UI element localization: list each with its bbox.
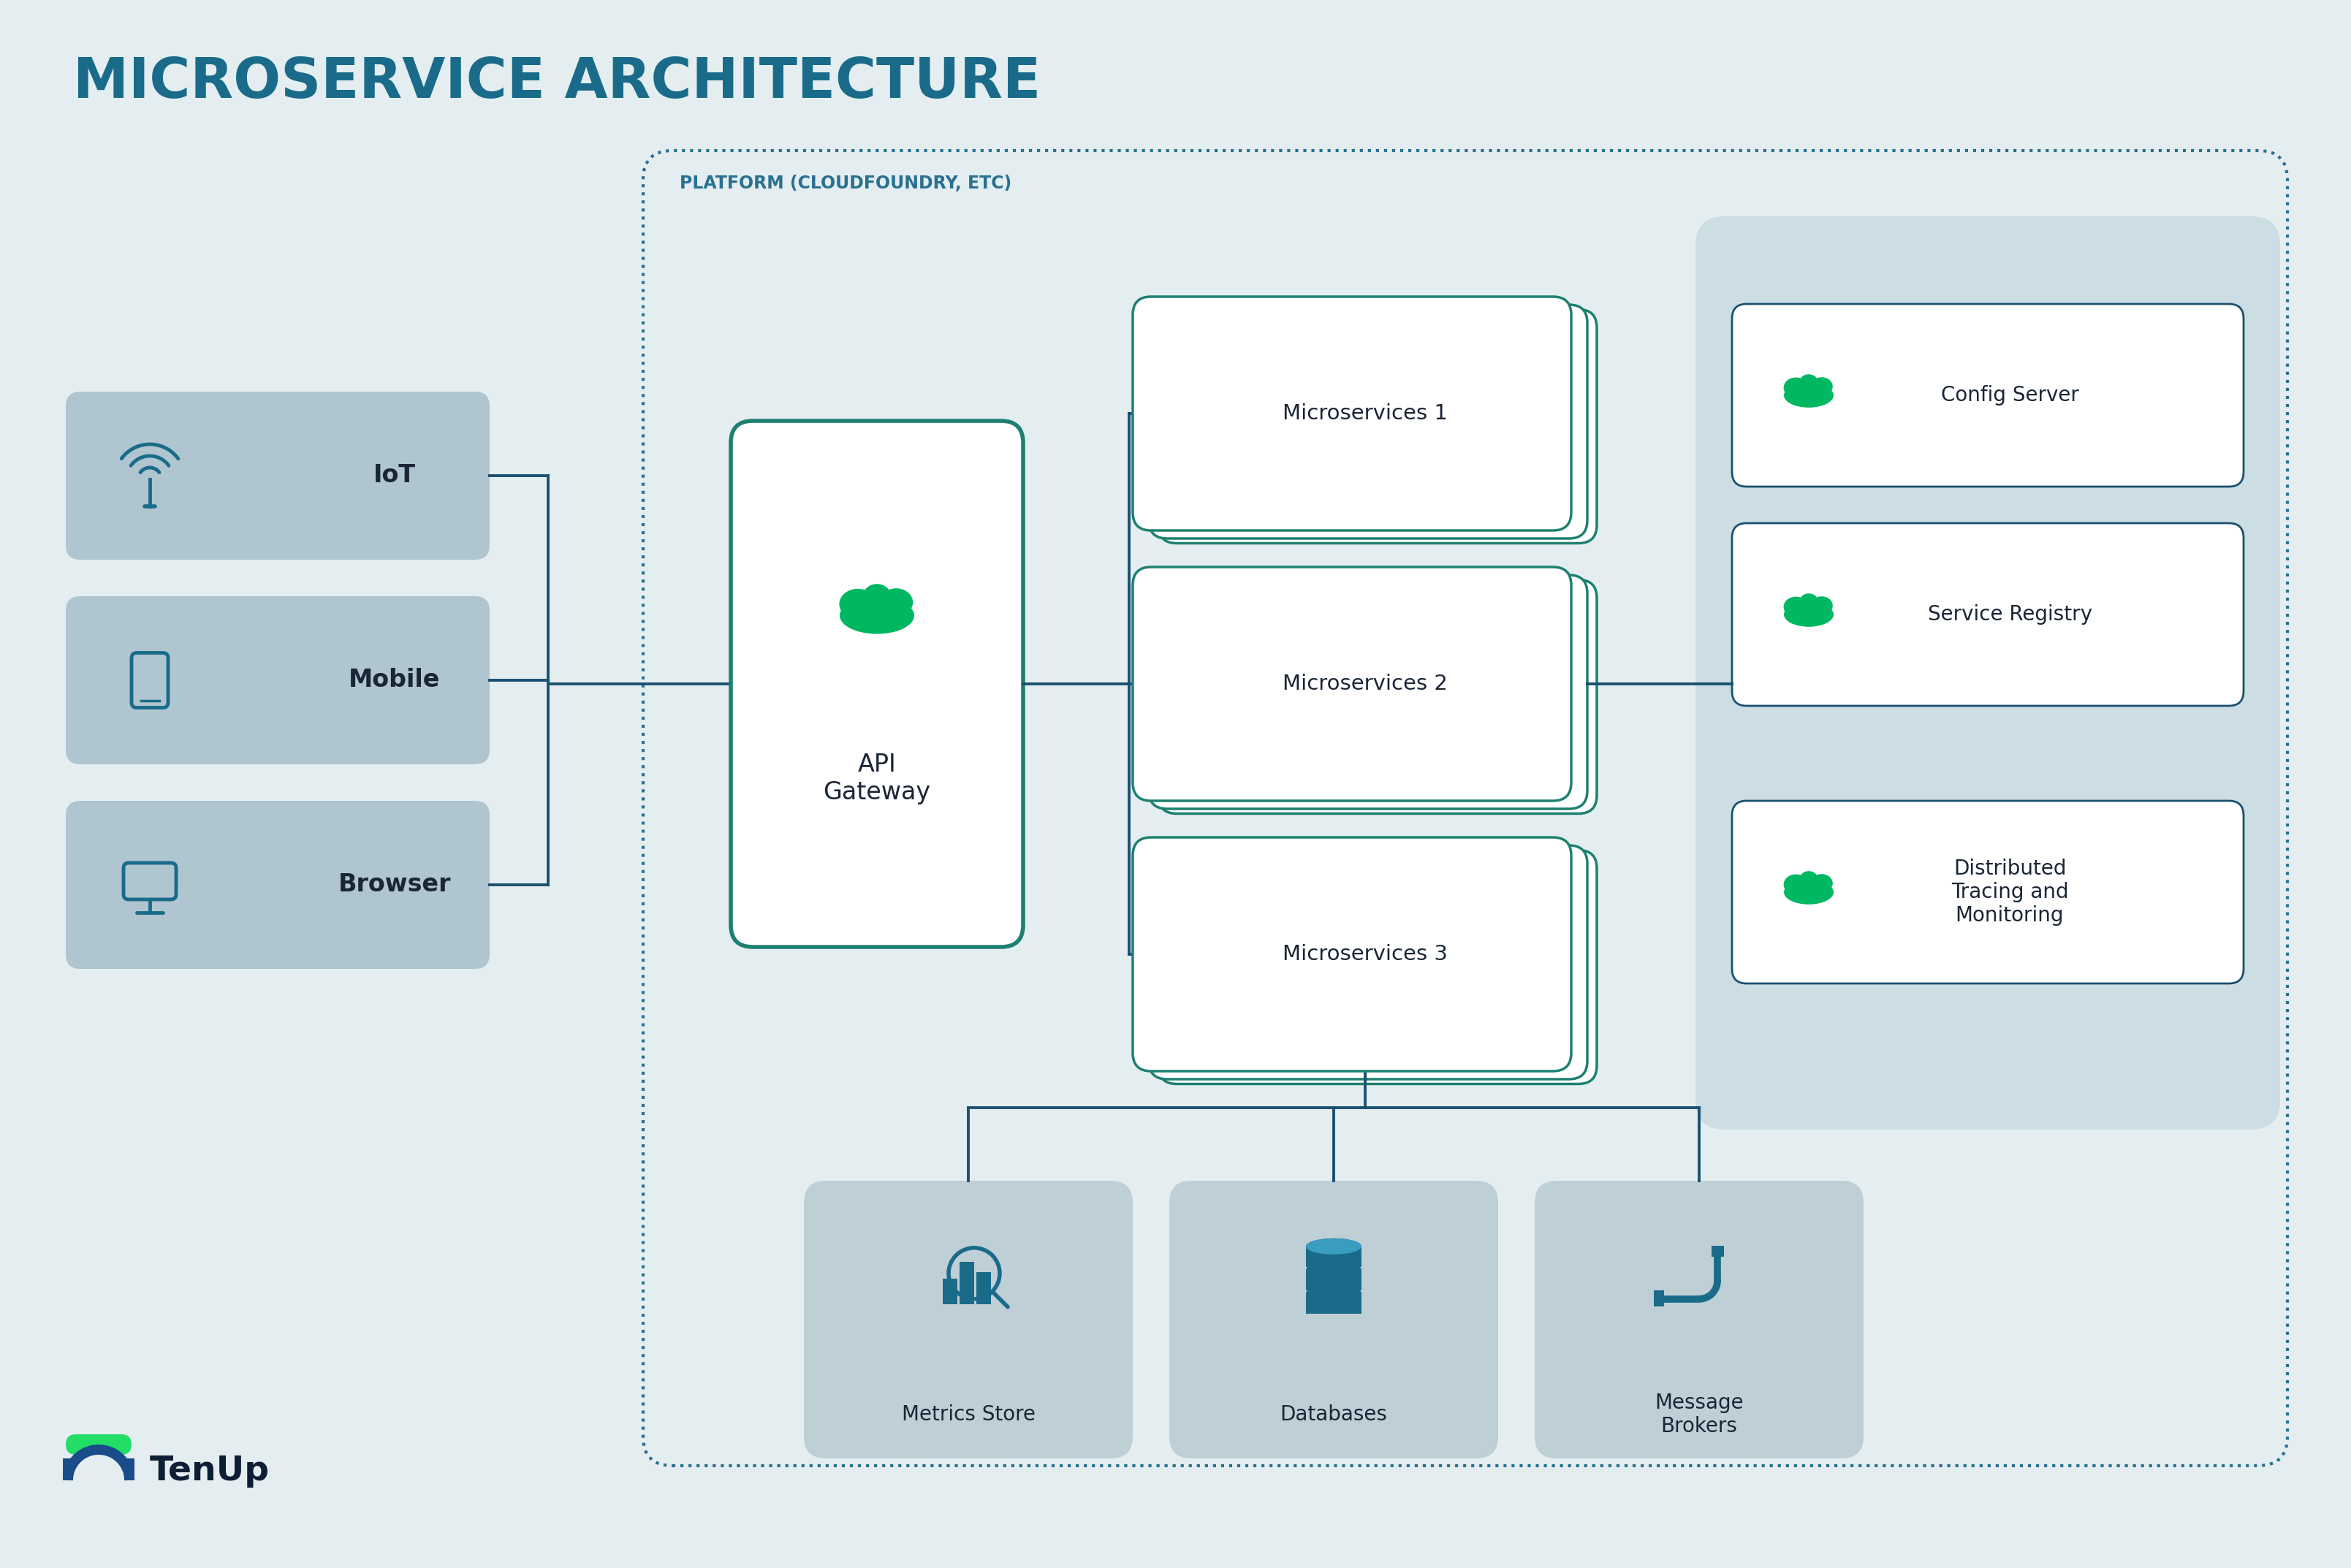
Text: IoT: IoT	[374, 464, 416, 488]
Ellipse shape	[1305, 1262, 1361, 1278]
Text: PLATFORM (CLOUDFOUNDRY, ETC): PLATFORM (CLOUDFOUNDRY, ETC)	[679, 174, 1011, 193]
Ellipse shape	[1810, 596, 1834, 615]
Ellipse shape	[1784, 378, 1808, 398]
Ellipse shape	[1305, 1239, 1361, 1254]
FancyBboxPatch shape	[1150, 304, 1587, 538]
Text: Distributed
Tracing and
Monitoring: Distributed Tracing and Monitoring	[1951, 858, 2069, 927]
Text: Microservices 2: Microservices 2	[1284, 674, 1448, 695]
FancyBboxPatch shape	[1695, 216, 2280, 1129]
FancyBboxPatch shape	[66, 1435, 132, 1455]
Bar	[1305, 1270, 1361, 1290]
Ellipse shape	[1784, 875, 1808, 895]
Ellipse shape	[1784, 383, 1834, 408]
Ellipse shape	[1799, 375, 1817, 390]
FancyBboxPatch shape	[804, 1181, 1133, 1458]
FancyBboxPatch shape	[66, 596, 489, 764]
FancyBboxPatch shape	[1133, 568, 1570, 801]
Text: Service Registry: Service Registry	[1928, 604, 2092, 624]
Bar	[1305, 1294, 1361, 1314]
Bar	[1305, 1247, 1361, 1267]
FancyBboxPatch shape	[731, 420, 1023, 947]
FancyBboxPatch shape	[66, 801, 489, 969]
Text: Config Server: Config Server	[1940, 386, 2078, 406]
Text: TenUp: TenUp	[150, 1455, 270, 1488]
FancyBboxPatch shape	[1733, 304, 2243, 486]
Text: Microservices 3: Microservices 3	[1284, 944, 1448, 964]
Text: MICROSERVICE ARCHITECTURE: MICROSERVICE ARCHITECTURE	[73, 55, 1041, 110]
Bar	[1653, 1290, 1665, 1306]
FancyBboxPatch shape	[1159, 309, 1596, 543]
FancyBboxPatch shape	[1159, 580, 1596, 814]
Bar	[976, 1272, 992, 1305]
Ellipse shape	[1784, 602, 1834, 627]
Ellipse shape	[1810, 378, 1834, 395]
Ellipse shape	[1305, 1239, 1361, 1254]
FancyBboxPatch shape	[1159, 850, 1596, 1083]
FancyBboxPatch shape	[1733, 524, 2243, 706]
Ellipse shape	[1784, 597, 1808, 618]
Ellipse shape	[1799, 872, 1817, 887]
Text: API
Gateway: API Gateway	[823, 753, 931, 804]
Ellipse shape	[863, 583, 891, 608]
FancyBboxPatch shape	[1535, 1181, 1864, 1458]
Ellipse shape	[1305, 1286, 1361, 1301]
Ellipse shape	[839, 597, 915, 633]
FancyBboxPatch shape	[66, 392, 489, 560]
FancyBboxPatch shape	[1150, 845, 1587, 1079]
FancyBboxPatch shape	[1133, 296, 1570, 530]
Text: Microservices 1: Microservices 1	[1284, 403, 1448, 423]
Bar	[959, 1262, 973, 1305]
Ellipse shape	[1799, 593, 1817, 610]
Ellipse shape	[879, 588, 912, 616]
Text: Metrics Store: Metrics Store	[900, 1405, 1034, 1425]
Bar	[943, 1278, 957, 1305]
FancyBboxPatch shape	[1133, 837, 1570, 1071]
Text: Databases: Databases	[1279, 1405, 1387, 1425]
Bar	[1712, 1245, 1723, 1256]
Ellipse shape	[1784, 880, 1834, 905]
Ellipse shape	[1810, 873, 1834, 892]
Text: Mobile: Mobile	[348, 668, 440, 693]
Ellipse shape	[839, 588, 877, 619]
FancyBboxPatch shape	[1733, 801, 2243, 983]
Text: Browser: Browser	[339, 873, 451, 897]
FancyBboxPatch shape	[1168, 1181, 1498, 1458]
Text: Message
Brokers: Message Brokers	[1655, 1392, 1744, 1436]
FancyBboxPatch shape	[1150, 575, 1587, 809]
